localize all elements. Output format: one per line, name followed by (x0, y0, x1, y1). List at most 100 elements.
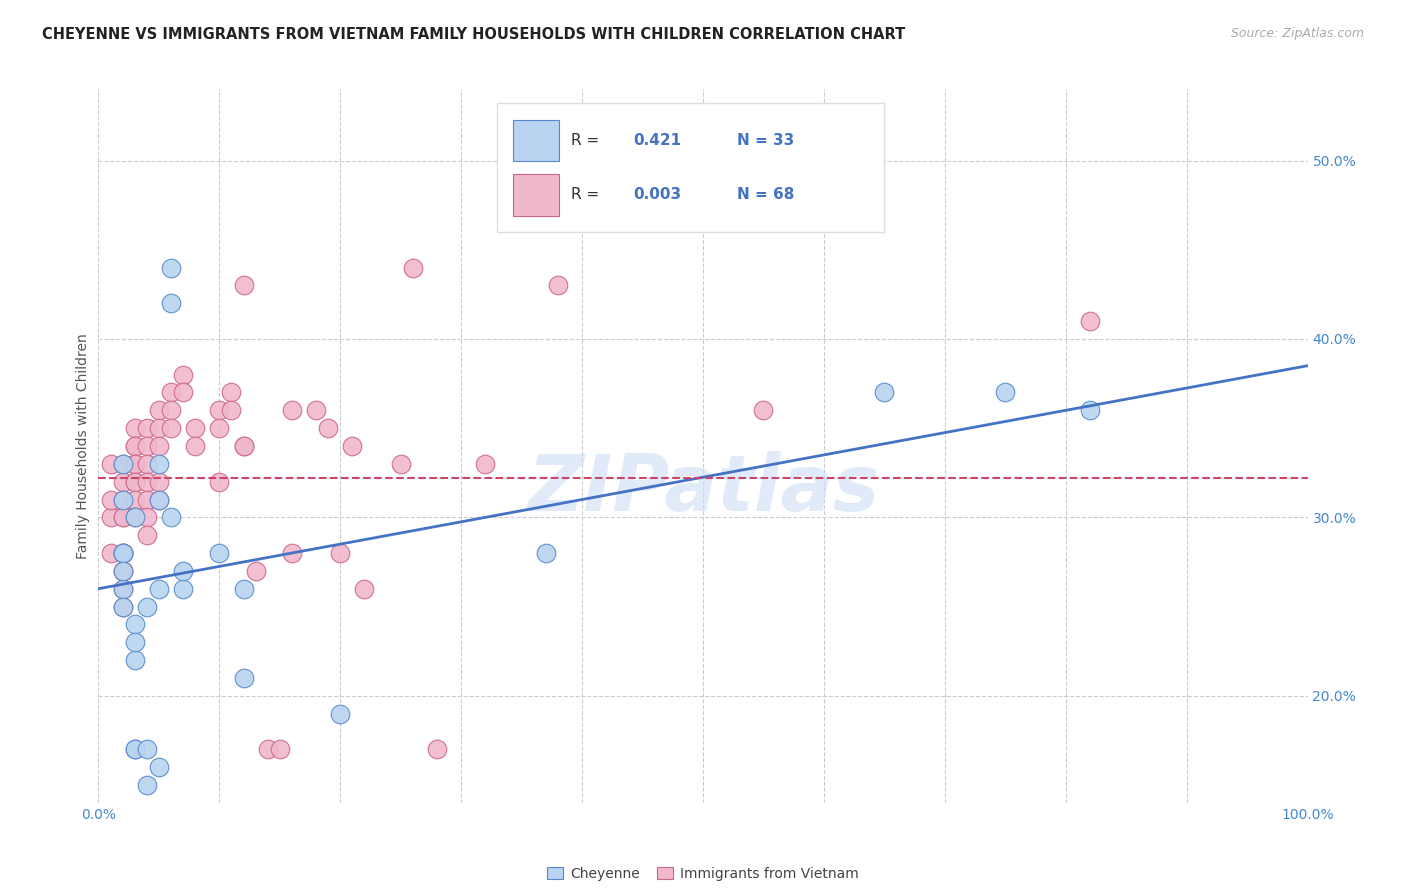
Point (245, 564, 267, 578)
Point (135, 421, 157, 435)
Point (148, 439, 170, 453)
Point (135, 528, 157, 542)
Text: Source: ZipAtlas.com: Source: ZipAtlas.com (1230, 27, 1364, 40)
Point (474, 457, 496, 471)
Point (160, 385, 183, 400)
Point (752, 403, 775, 417)
Point (329, 706, 352, 721)
Point (148, 492, 170, 507)
Point (124, 457, 146, 471)
Point (534, 546, 557, 560)
Point (221, 403, 243, 417)
Point (111, 582, 134, 596)
Point (111, 492, 134, 507)
Point (135, 599, 157, 614)
Point (135, 778, 157, 792)
Point (124, 492, 146, 507)
Point (124, 421, 146, 435)
Point (135, 492, 157, 507)
Point (111, 457, 134, 471)
Point (111, 546, 134, 560)
Point (208, 546, 231, 560)
Point (148, 475, 170, 489)
Point (124, 742, 146, 756)
Point (100, 457, 122, 471)
Point (124, 475, 146, 489)
Point (160, 421, 183, 435)
Point (111, 492, 134, 507)
Point (256, 742, 278, 756)
Point (148, 403, 170, 417)
Point (269, 742, 291, 756)
Text: CHEYENNE VS IMMIGRANTS FROM VIETNAM FAMILY HOUSEHOLDS WITH CHILDREN CORRELATION : CHEYENNE VS IMMIGRANTS FROM VIETNAM FAMI… (42, 27, 905, 42)
Point (111, 457, 134, 471)
Point (148, 457, 170, 471)
Point (316, 421, 339, 435)
Point (111, 564, 134, 578)
Point (281, 403, 304, 417)
Point (111, 546, 134, 560)
Point (111, 475, 134, 489)
Point (547, 278, 569, 293)
Point (1078, 314, 1101, 328)
Point (148, 760, 170, 774)
Point (232, 278, 254, 293)
Point (111, 546, 134, 560)
Point (184, 439, 207, 453)
Point (353, 582, 375, 596)
Point (160, 510, 183, 524)
Point (100, 510, 122, 524)
Point (135, 439, 157, 453)
Point (232, 439, 254, 453)
Point (994, 385, 1017, 400)
Point (232, 671, 254, 685)
Point (329, 546, 352, 560)
Point (389, 457, 412, 471)
Point (208, 421, 231, 435)
Point (342, 439, 364, 453)
Point (148, 421, 170, 435)
Y-axis label: Family Households with Children: Family Households with Children (76, 333, 90, 559)
Point (160, 260, 183, 275)
Point (281, 546, 304, 560)
Point (148, 492, 170, 507)
Point (100, 546, 122, 560)
Point (1078, 403, 1101, 417)
Point (232, 439, 254, 453)
Point (111, 582, 134, 596)
Point (221, 385, 243, 400)
Text: ZIPatlas: ZIPatlas (527, 450, 879, 527)
Point (305, 403, 328, 417)
Point (208, 475, 231, 489)
Point (184, 421, 207, 435)
Point (135, 742, 157, 756)
Point (124, 439, 146, 453)
Point (124, 510, 146, 524)
Point (124, 439, 146, 453)
Point (124, 617, 146, 632)
Point (124, 475, 146, 489)
Point (426, 742, 449, 756)
Point (124, 653, 146, 667)
Point (124, 457, 146, 471)
Point (111, 546, 134, 560)
Point (873, 385, 896, 400)
Point (124, 635, 146, 649)
Point (111, 510, 134, 524)
Point (100, 492, 122, 507)
Point (135, 457, 157, 471)
Point (172, 368, 194, 382)
Point (111, 599, 134, 614)
Point (135, 475, 157, 489)
Point (160, 403, 183, 417)
Point (124, 742, 146, 756)
Point (111, 510, 134, 524)
Point (172, 564, 194, 578)
Point (208, 403, 231, 417)
Point (135, 510, 157, 524)
Point (160, 296, 183, 310)
Legend: Cheyenne, Immigrants from Vietnam: Cheyenne, Immigrants from Vietnam (547, 867, 859, 880)
Point (111, 599, 134, 614)
Point (172, 385, 194, 400)
Point (111, 564, 134, 578)
